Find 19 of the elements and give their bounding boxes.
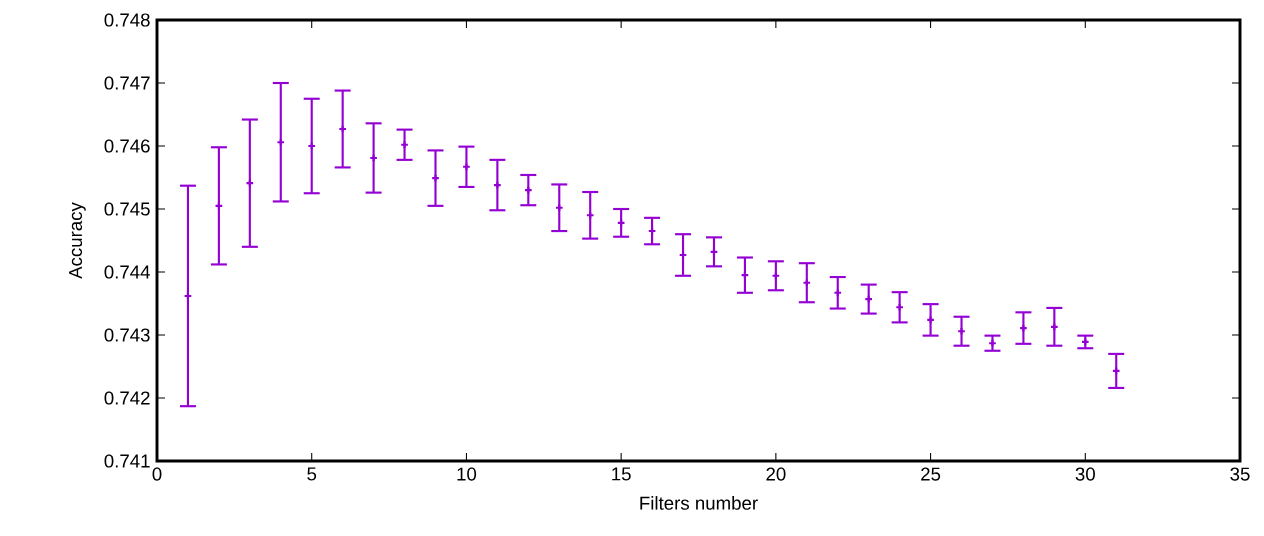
y-tick-label: 0.742 [104, 391, 150, 405]
x-tick-label: 20 [766, 467, 786, 481]
y-tick-label: 0.745 [104, 202, 150, 216]
y-tick-label: 0.748 [104, 13, 150, 27]
x-tick-label: 30 [1075, 467, 1095, 481]
x-tick-label: 25 [921, 467, 941, 481]
x-tick-label: 15 [612, 467, 631, 481]
x-tick-label: 5 [307, 467, 317, 481]
y-tick-label: 0.741 [104, 454, 150, 468]
x-tick-label: 35 [1230, 467, 1250, 481]
y-axis-title: Accuracy [69, 202, 86, 279]
x-axis-title: Filters number [640, 496, 758, 510]
y-tick-label: 0.746 [104, 139, 150, 153]
x-tick-label: 10 [457, 467, 477, 481]
point [988, 338, 997, 348]
x-tick-label: 0 [152, 467, 162, 481]
y-tick-label: 0.744 [104, 265, 150, 279]
y-tick-label: 0.743 [104, 328, 150, 342]
y-tick-label: 0.747 [104, 76, 150, 90]
